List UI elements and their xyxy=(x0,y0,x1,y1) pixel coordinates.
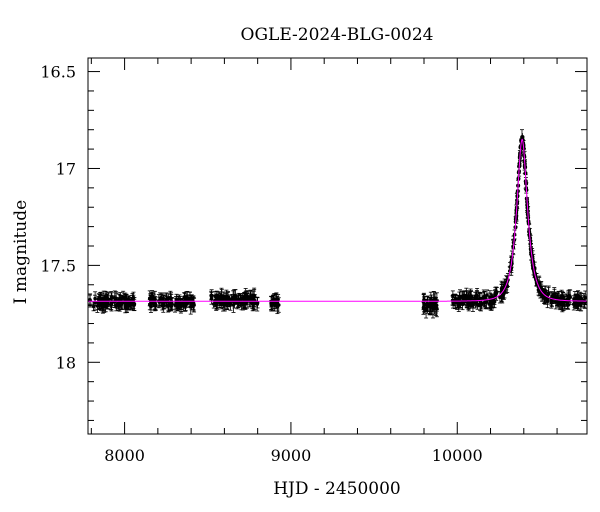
y-tick-label: 18 xyxy=(56,353,76,372)
data-point xyxy=(221,294,226,298)
data-point xyxy=(93,296,97,301)
data-point xyxy=(216,297,220,302)
data-point xyxy=(132,303,136,307)
data-point xyxy=(184,296,188,301)
data-point xyxy=(166,304,171,308)
data-point xyxy=(243,301,248,306)
data-point xyxy=(451,300,455,305)
data-point xyxy=(469,294,474,299)
data-point xyxy=(549,301,554,305)
data-point xyxy=(495,290,499,294)
data-point xyxy=(556,300,560,304)
data-point xyxy=(154,303,158,308)
data-point xyxy=(467,301,471,306)
data-point xyxy=(540,293,545,298)
chart-title: OGLE-2024-BLG-0024 xyxy=(241,25,434,45)
x-axis-label: HJD - 2450000 xyxy=(273,479,401,499)
data-point xyxy=(121,295,125,300)
x-tick-label: 8000 xyxy=(104,446,145,465)
data-point xyxy=(209,293,213,298)
data-point xyxy=(456,303,461,307)
data-point xyxy=(128,303,133,307)
data-point xyxy=(568,295,572,300)
data-point xyxy=(275,301,280,306)
data-point xyxy=(125,303,129,308)
data-point xyxy=(499,286,504,291)
data-point xyxy=(427,304,432,309)
data-point xyxy=(191,301,196,305)
data-point xyxy=(251,294,256,298)
model-curve xyxy=(88,138,587,302)
y-tick-label: 17.5 xyxy=(40,256,76,275)
data-point xyxy=(489,301,494,306)
plot-frame xyxy=(87,57,588,435)
data-point xyxy=(453,297,458,301)
data-point xyxy=(543,290,547,294)
x-tick-label: 9000 xyxy=(271,446,312,465)
data-point xyxy=(243,295,248,299)
data-point xyxy=(578,295,583,299)
y-tick-label: 17 xyxy=(56,159,76,178)
data-point xyxy=(269,303,274,307)
data-point xyxy=(214,301,219,305)
data-point xyxy=(148,298,153,303)
data-point xyxy=(176,303,180,308)
data-point xyxy=(161,301,166,305)
data-point xyxy=(223,302,227,306)
data-point xyxy=(113,296,117,300)
data-point xyxy=(102,303,106,308)
data-point xyxy=(464,293,469,298)
data-point xyxy=(546,291,551,295)
y-tick-label: 16.5 xyxy=(40,63,76,82)
x-tick-label: 10000 xyxy=(432,446,483,465)
data-point xyxy=(173,303,177,307)
data-point xyxy=(559,294,564,299)
data-point xyxy=(189,297,194,301)
data-point xyxy=(552,292,557,297)
data-points xyxy=(87,129,588,319)
data-point xyxy=(575,299,579,304)
data-point xyxy=(484,299,489,304)
data-point xyxy=(218,297,223,302)
data-point xyxy=(104,297,109,301)
data-point xyxy=(460,295,464,299)
data-point xyxy=(231,295,235,300)
data-point xyxy=(451,293,455,298)
data-point xyxy=(248,297,253,302)
data-point xyxy=(422,297,426,302)
y-axis-label: I magnitude xyxy=(11,200,31,304)
data-point xyxy=(119,302,123,306)
tick-labels: 8000 9000 10000 16.5 17 17.5 18 xyxy=(40,63,482,465)
axis-ticks xyxy=(88,58,587,434)
data-point xyxy=(426,301,430,306)
data-point xyxy=(110,296,114,300)
